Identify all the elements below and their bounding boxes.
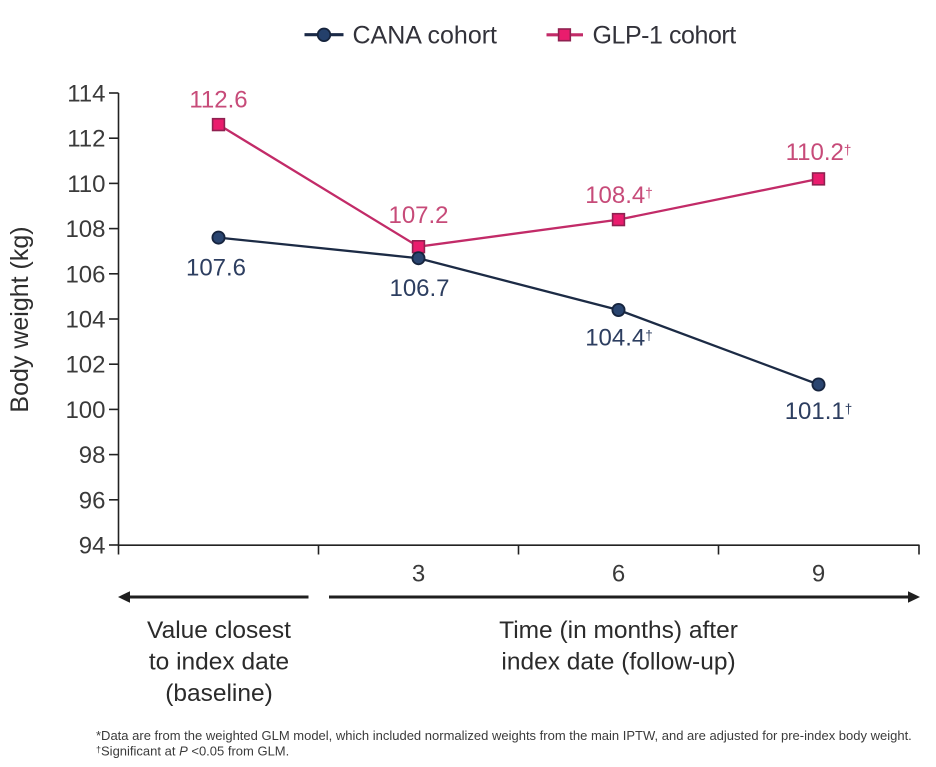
svg-text:106: 106 [65, 261, 105, 288]
svg-text:98: 98 [79, 442, 106, 469]
svg-text:112: 112 [67, 126, 105, 153]
svg-text:108.4†: 108.4† [585, 182, 653, 209]
svg-text:102: 102 [65, 352, 105, 379]
svg-text:108: 108 [65, 216, 105, 243]
svg-text:107.2: 107.2 [388, 202, 448, 229]
svg-text:100: 100 [65, 397, 105, 424]
svg-text:†Significant at P <0.05 from G: †Significant at P <0.05 from GLM. [96, 744, 289, 759]
svg-text:(baseline): (baseline) [165, 680, 273, 707]
svg-text:101.1†: 101.1† [785, 398, 853, 425]
svg-text:GLP-1 cohort: GLP-1 cohort [593, 22, 737, 50]
svg-text:112.6: 112.6 [189, 87, 247, 114]
svg-text:110.2†: 110.2† [786, 139, 852, 166]
svg-text:106.7: 106.7 [389, 275, 449, 302]
svg-text:6: 6 [612, 561, 625, 588]
svg-text:*Data are from the weighted GL: *Data are from the weighted GLM model, w… [96, 728, 912, 743]
svg-text:to index date: to index date [149, 649, 289, 676]
svg-text:94: 94 [79, 533, 106, 560]
svg-text:96: 96 [79, 487, 106, 514]
svg-text:CANA cohort: CANA cohort [353, 22, 498, 50]
svg-text:114: 114 [67, 81, 105, 108]
svg-text:110: 110 [67, 171, 105, 198]
svg-text:Time (in months) after: Time (in months) after [499, 617, 738, 644]
svg-text:3: 3 [412, 561, 425, 588]
svg-text:index date (follow-up): index date (follow-up) [501, 649, 735, 676]
svg-text:9: 9 [812, 561, 825, 588]
svg-text:104: 104 [65, 307, 105, 334]
svg-text:Body weight (kg): Body weight (kg) [6, 226, 34, 412]
svg-text:104.4†: 104.4† [585, 325, 653, 352]
svg-text:Value closest: Value closest [147, 617, 291, 644]
svg-text:107.6: 107.6 [186, 255, 246, 282]
